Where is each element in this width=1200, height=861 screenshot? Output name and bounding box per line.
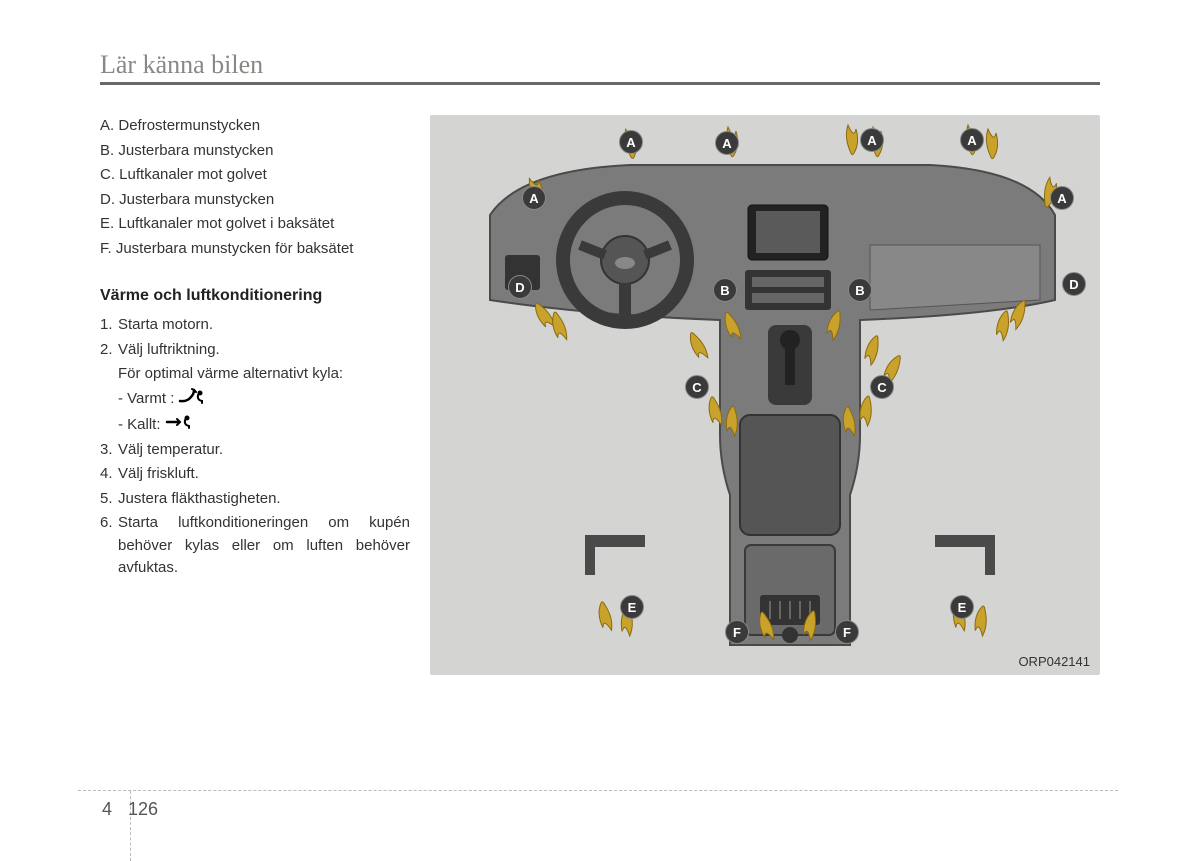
callout-marker: E [950, 595, 974, 619]
step: 6. Starta luftkonditioneringen om kupén … [100, 512, 410, 580]
callout-marker: F [835, 620, 859, 644]
section-number: 4 [102, 799, 120, 820]
section-title: Värme och luftkonditionering [100, 284, 410, 308]
legend-text: Luftkanaler mot golvet [119, 166, 267, 183]
callout-marker: A [860, 128, 884, 152]
callout-marker: A [1050, 186, 1074, 210]
cold-option: - Kallt: [100, 413, 410, 437]
callout-marker: D [1062, 272, 1086, 296]
step-subtext: För optimal värme alternativt kyla: [100, 363, 410, 386]
step-num: 1. [100, 314, 118, 337]
airflow-floor-icon [178, 388, 206, 412]
step: 3. Välj temperatur. [100, 439, 410, 462]
figure-column: ORP042141 A A A A A A D D B B C C E E F F [430, 115, 1100, 675]
legend-text: Defrostermunstycken [118, 117, 260, 134]
text-column: A. Defrostermunstycken B. Justerbara mun… [100, 115, 410, 675]
legend-label: A. [100, 117, 114, 134]
step-text: Välj temperatur. [118, 439, 410, 462]
legend-label: C. [100, 166, 115, 183]
callout-marker: A [960, 128, 984, 152]
legend-text: Justerbara munstycken [119, 191, 274, 208]
callout-marker: D [508, 275, 532, 299]
legend-item: F. Justerbara munstycken för baksätet [100, 238, 410, 261]
step: 4. Välj friskluft. [100, 463, 410, 486]
callout-marker: B [848, 278, 872, 302]
step-text: Starta motorn. [118, 314, 410, 337]
callout-marker: A [522, 186, 546, 210]
figure-reference: ORP042141 [1018, 654, 1090, 669]
legend-item: E. Luftkanaler mot golvet i baksätet [100, 213, 410, 236]
page-number: 126 [120, 799, 158, 820]
page-footer: 4 126 [78, 790, 1118, 831]
legend-item: D. Justerbara munstycken [100, 189, 410, 212]
step-text: Välj luftriktning. [118, 339, 410, 362]
step-text: Starta luftkonditioneringen om kupén beh… [118, 512, 410, 580]
page-title: Lär känna bilen [100, 50, 1100, 85]
content-row: A. Defrostermunstycken B. Justerbara mun… [100, 115, 1100, 675]
legend-item: C. Luftkanaler mot golvet [100, 164, 410, 187]
page-number-box: 4 126 [102, 799, 158, 820]
callout-marker: A [715, 131, 739, 155]
airflow-face-icon [165, 413, 193, 437]
step: 5. Justera fläkthastigheten. [100, 488, 410, 511]
warm-label: - Varmt : [118, 388, 174, 411]
legend-list: A. Defrostermunstycken B. Justerbara mun… [100, 115, 410, 260]
numbered-steps: 1. Starta motorn. 2. Välj luftriktning. … [100, 314, 410, 580]
step-num: 6. [100, 512, 118, 580]
legend-label: F. [100, 240, 112, 257]
legend-item: B. Justerbara munstycken [100, 140, 410, 163]
legend-text: Justerbara munstycken [118, 142, 273, 159]
callout-marker: A [619, 130, 643, 154]
step-num: 5. [100, 488, 118, 511]
manual-page: Lär känna bilen A. Defrostermunstycken B… [0, 0, 1200, 861]
step: 1. Starta motorn. [100, 314, 410, 337]
callout-marker: C [870, 375, 894, 399]
cold-label: - Kallt: [118, 414, 161, 437]
legend-label: E. [100, 215, 114, 232]
step-text: Välj friskluft. [118, 463, 410, 486]
callout-marker: F [725, 620, 749, 644]
dashboard-figure: ORP042141 A A A A A A D D B B C C E E F F [430, 115, 1100, 675]
step-num: 4. [100, 463, 118, 486]
legend-text: Justerbara munstycken för baksätet [116, 240, 354, 257]
callout-marker: B [713, 278, 737, 302]
callout-marker: E [620, 595, 644, 619]
step-num: 3. [100, 439, 118, 462]
step-num: 2. [100, 339, 118, 362]
legend-text: Luftkanaler mot golvet i baksätet [118, 215, 334, 232]
warm-option: - Varmt : [100, 388, 410, 412]
step: 2. Välj luftriktning. [100, 339, 410, 362]
legend-label: D. [100, 191, 115, 208]
legend-label: B. [100, 142, 114, 159]
callout-marker: C [685, 375, 709, 399]
step-text: Justera fläkthastigheten. [118, 488, 410, 511]
legend-item: A. Defrostermunstycken [100, 115, 410, 138]
